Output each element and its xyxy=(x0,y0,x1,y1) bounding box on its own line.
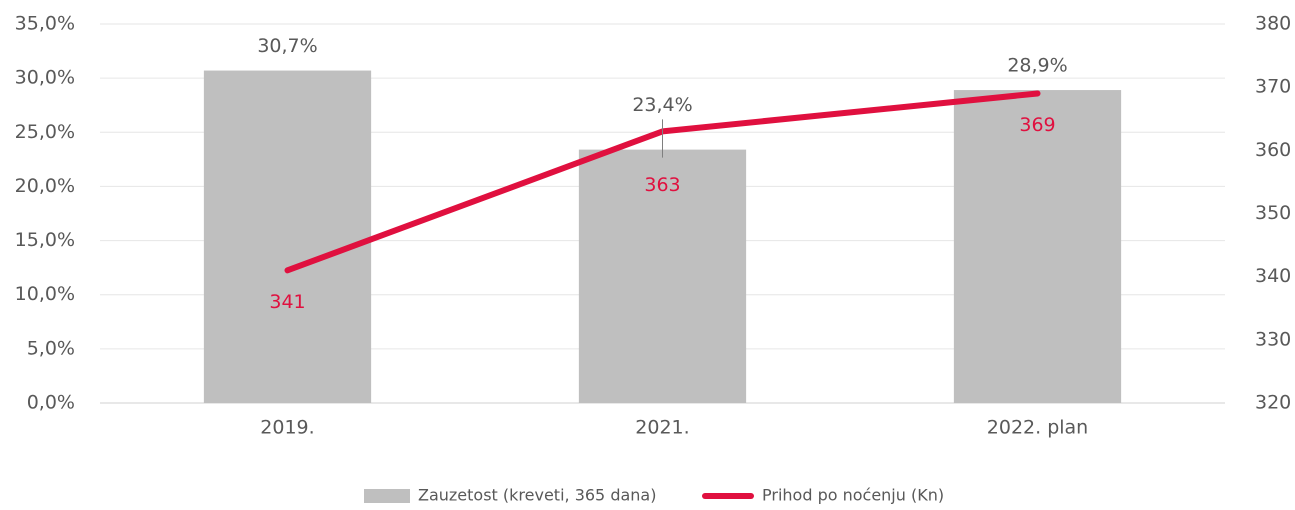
x-tick-label: 2022. plan xyxy=(987,417,1088,439)
bar-value-label: 30,7% xyxy=(257,35,317,57)
y-tick-label: 0,0% xyxy=(27,392,75,414)
y2-tick-label: 370 xyxy=(1255,76,1291,98)
y-tick-label: 30,0% xyxy=(15,67,75,89)
legend-swatch xyxy=(364,489,410,503)
y-tick-label: 15,0% xyxy=(15,229,75,251)
bar-value-label: 28,9% xyxy=(1007,55,1067,77)
y2-tick-label: 360 xyxy=(1255,139,1291,161)
y2-tick-label: 330 xyxy=(1255,328,1291,350)
y-tick-label: 35,0% xyxy=(15,13,75,35)
line-value-label: 341 xyxy=(269,291,305,313)
y2-tick-label: 320 xyxy=(1255,392,1291,414)
y-tick-label: 20,0% xyxy=(15,175,75,197)
bar-value-label: 23,4% xyxy=(632,94,692,116)
legend-label: Prihod po noćenju (Kn) xyxy=(762,486,944,505)
x-tick-label: 2019. xyxy=(260,417,314,439)
line-value-label: 369 xyxy=(1019,114,1055,136)
y-tick-label: 10,0% xyxy=(15,283,75,305)
y2-tick-label: 340 xyxy=(1255,265,1291,287)
line-value-label: 363 xyxy=(644,174,680,196)
y2-tick-label: 380 xyxy=(1255,13,1291,35)
x-tick-label: 2021. xyxy=(635,417,689,439)
y-tick-label: 5,0% xyxy=(27,337,75,359)
bar xyxy=(578,149,747,403)
bar xyxy=(953,90,1122,403)
legend-label: Zauzetost (kreveti, 365 dana) xyxy=(418,486,656,505)
y2-tick-label: 350 xyxy=(1255,202,1291,224)
bar xyxy=(203,70,372,403)
y-tick-label: 25,0% xyxy=(15,121,75,143)
